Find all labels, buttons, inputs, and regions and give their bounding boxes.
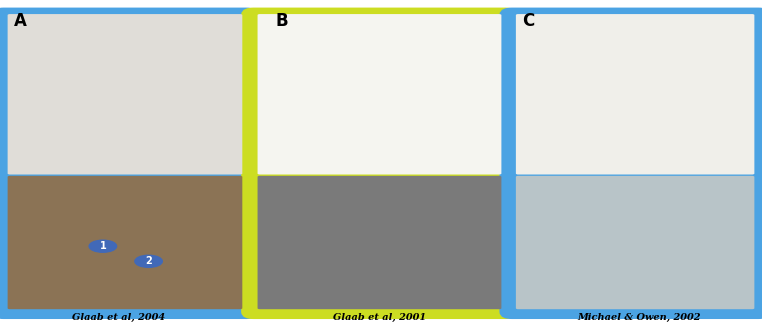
Text: C: C (522, 12, 534, 30)
Text: Glaab et al, 2001: Glaab et al, 2001 (333, 313, 426, 322)
FancyBboxPatch shape (0, 11, 255, 316)
Text: 2: 2 (146, 256, 152, 266)
FancyBboxPatch shape (258, 176, 501, 309)
FancyBboxPatch shape (245, 11, 514, 316)
Text: Michael & Owen, 2002: Michael & Owen, 2002 (577, 313, 700, 322)
Text: Glaab et al, 2004: Glaab et al, 2004 (72, 313, 165, 322)
FancyBboxPatch shape (503, 11, 762, 316)
Text: B: B (276, 12, 289, 30)
FancyBboxPatch shape (516, 14, 754, 175)
FancyBboxPatch shape (8, 176, 242, 309)
Text: A: A (14, 12, 27, 30)
Circle shape (89, 240, 117, 252)
FancyBboxPatch shape (258, 14, 501, 175)
Text: 1: 1 (100, 241, 106, 251)
Circle shape (135, 255, 162, 267)
FancyBboxPatch shape (516, 176, 754, 309)
FancyBboxPatch shape (8, 14, 242, 175)
